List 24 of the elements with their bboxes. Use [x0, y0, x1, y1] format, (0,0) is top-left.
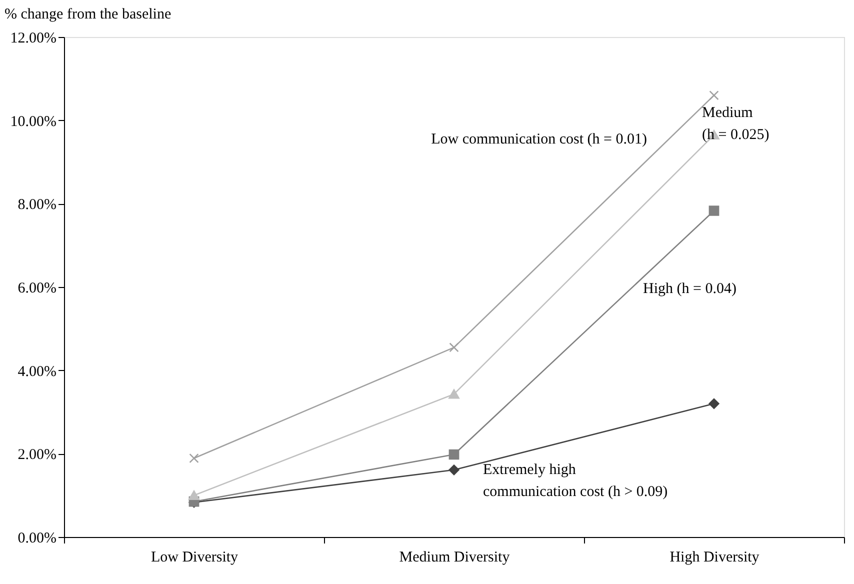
point — [449, 342, 459, 352]
series-label: Low communication cost (h = 0.01) — [431, 131, 647, 148]
point — [708, 206, 720, 216]
y-tick-label: 12.00% — [10, 30, 56, 46]
y-tick-label: 8.00% — [18, 197, 56, 214]
y-tick-label: 0.00% — [18, 530, 56, 546]
point — [189, 453, 199, 464]
y-axis-title: % change from the baseline — [4, 6, 172, 22]
point — [709, 90, 719, 100]
series-label: High (h = 0.04) — [643, 280, 736, 297]
series-label: Extremely high communication cost (h > 0.09) — [483, 462, 668, 500]
point — [448, 464, 460, 476]
x-tick-label: Medium Diversity — [399, 550, 510, 566]
point — [448, 449, 460, 460]
point — [448, 389, 460, 399]
point — [708, 398, 720, 409]
point — [188, 490, 200, 500]
x-tick-label: Low Diversity — [150, 550, 239, 566]
y-tick-label: 2.00% — [18, 447, 56, 464]
x-tick-label: High Diversity — [670, 550, 760, 566]
series-label: Medium (h = 0.025) — [702, 104, 770, 143]
y-tick-label: 6.00% — [18, 280, 56, 296]
y-tick-label: 4.00% — [18, 364, 56, 380]
y-tick-label: 10.00% — [10, 114, 56, 130]
